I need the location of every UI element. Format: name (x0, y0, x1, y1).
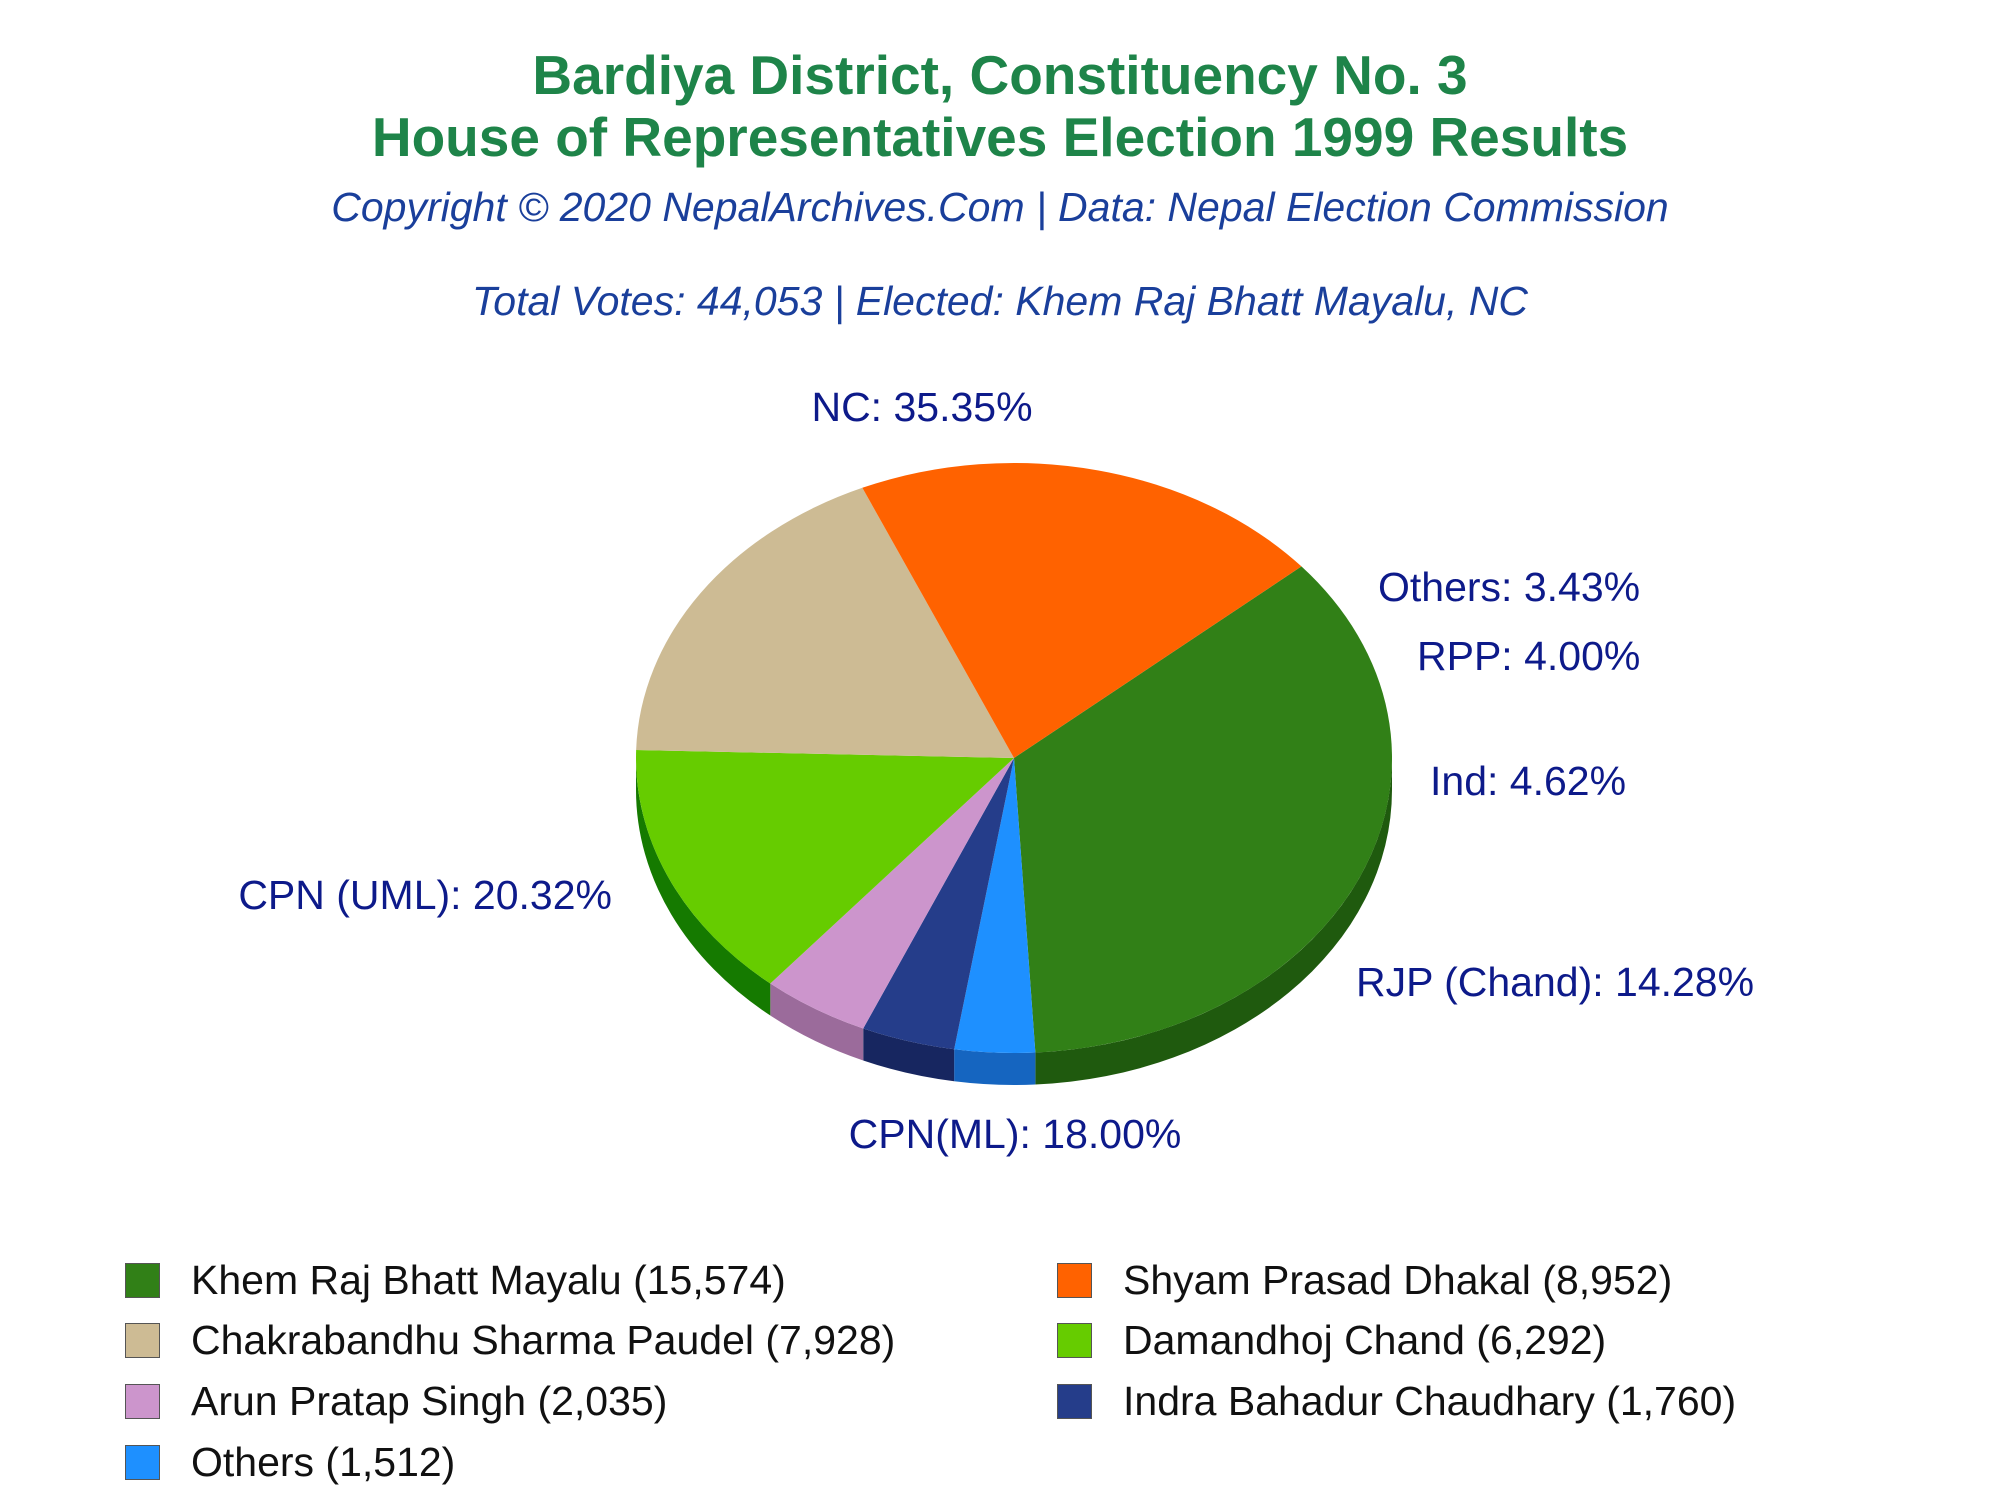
legend-label: Khem Raj Bhatt Mayalu (15,574) (191, 1256, 786, 1303)
legend-swatch (1057, 1322, 1092, 1358)
legend-swatch (125, 1444, 160, 1480)
legend-item-others: Others (1,512) (125, 1434, 455, 1490)
slice-label-cpn-uml: CPN (UML): 20.32% (238, 872, 612, 918)
summary-line: Total Votes: 44,053 | Elected: Khem Raj … (472, 278, 1528, 324)
pie-slice-cpn-ml (636, 487, 1014, 758)
chart-title-line2: House of Representatives Election 1999 R… (371, 106, 1629, 168)
pie-slice-nc (1014, 566, 1393, 1053)
copyright-line: Copyright © 2020 NepalArchives.Com | Dat… (331, 184, 1669, 230)
slice-label-rpp: RPP: 4.00% (1417, 633, 1640, 679)
legend-label: Indra Bahadur Chaudhary (1,760) (1123, 1377, 1737, 1424)
legend-item-rjp-chand: Damandhoj Chand (6,292) (1057, 1312, 1606, 1368)
pie-slice-ind (770, 758, 1014, 1029)
legend-swatch (1057, 1262, 1092, 1298)
slice-label-ind: Ind: 4.62% (1430, 758, 1626, 804)
legend-swatch (125, 1262, 160, 1298)
slice-label-others: Others: 3.43% (1378, 564, 1640, 610)
legend-label: Shyam Prasad Dhakal (8,952) (1123, 1256, 1673, 1303)
legend-label: Arun Pratap Singh (2,035) (191, 1377, 668, 1424)
legend-item-cpn-uml: Shyam Prasad Dhakal (8,952) (1057, 1252, 1672, 1308)
legend-label: Damandhoj Chand (6,292) (1123, 1316, 1607, 1363)
legend-item-cpn-ml: Chakrabandhu Sharma Paudel (7,928) (125, 1312, 895, 1368)
pie-slice-rpp (863, 758, 1014, 1050)
pie-slice-side-rpp (863, 1028, 955, 1082)
legend-item-ind: Arun Pratap Singh (2,035) (125, 1373, 667, 1429)
legend-swatch (125, 1322, 160, 1358)
legend-item-rpp: Indra Bahadur Chaudhary (1,760) (1057, 1373, 1736, 1429)
legend-label: Chakrabandhu Sharma Paudel (7,928) (191, 1316, 896, 1363)
pie-slice-side-others (954, 1049, 1036, 1086)
legend-label: Others (1,512) (191, 1438, 456, 1485)
legend-item-nc: Khem Raj Bhatt Mayalu (15,574) (125, 1252, 786, 1308)
pie-slice-side-ind (770, 983, 864, 1061)
legend-swatch (1057, 1383, 1092, 1419)
slice-label-rjp-chand: RJP (Chand): 14.28% (1356, 959, 1754, 1005)
chart-title-line1: Bardiya District, Constituency No. 3 (532, 44, 1468, 106)
slice-label-nc: NC: 35.35% (811, 384, 1032, 430)
legend-swatch (125, 1383, 160, 1419)
pie-slice-side-nc (1035, 758, 1392, 1085)
pie-slice-cpn-uml (862, 462, 1302, 758)
slice-label-cpn-ml: CPN(ML): 18.00% (849, 1111, 1182, 1157)
pie-slice-others (954, 758, 1036, 1054)
pie-slice-rjp-chand (636, 750, 1014, 984)
pie-slice-side-rjp-chand (636, 758, 771, 1016)
